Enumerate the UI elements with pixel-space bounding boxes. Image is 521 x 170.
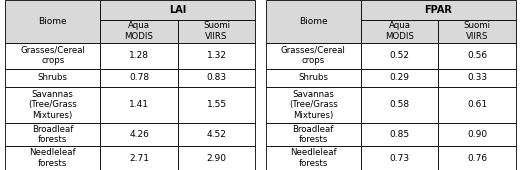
Text: 0.58: 0.58 [389,100,410,109]
Text: 0.33: 0.33 [467,73,487,82]
Text: 0.90: 0.90 [467,130,487,139]
Text: Suomi
VIIRS: Suomi VIIRS [203,21,230,41]
Bar [361,87,438,123]
Text: 1.32: 1.32 [206,51,227,60]
Bar [100,42,178,69]
Text: Savannas
(Tree/Grass
Mixtures): Savannas (Tree/Grass Mixtures) [28,90,77,120]
Text: Shrubs: Shrubs [298,73,328,82]
Bar [5,42,100,69]
Text: Aqua
MODIS: Aqua MODIS [385,21,414,41]
Bar [438,123,516,146]
Bar [5,146,100,170]
Text: 4.52: 4.52 [207,130,227,139]
Text: 0.76: 0.76 [467,154,487,163]
Text: 0.78: 0.78 [129,73,149,82]
Bar [100,87,178,123]
Text: Shrubs: Shrubs [38,73,68,82]
Text: FPAR: FPAR [424,5,452,15]
Bar [438,42,516,69]
Text: 4.26: 4.26 [129,130,149,139]
Bar [266,0,361,42]
Text: Biome: Biome [299,17,328,26]
Bar [5,69,100,87]
Bar [100,20,178,42]
Bar [438,146,516,170]
Bar [361,69,438,87]
Text: 0.56: 0.56 [467,51,487,60]
Bar [266,87,361,123]
Text: 0.73: 0.73 [389,154,410,163]
Text: 1.41: 1.41 [129,100,149,109]
Text: 0.61: 0.61 [467,100,487,109]
Bar [361,0,516,20]
Text: Broadleaf
forests: Broadleaf forests [292,125,334,144]
Bar [178,42,255,69]
Bar [361,146,438,170]
Text: 1.28: 1.28 [129,51,149,60]
Text: Grasses/Cereal
crops: Grasses/Cereal crops [20,46,85,65]
Bar [100,146,178,170]
Text: 2.71: 2.71 [129,154,149,163]
Bar [266,146,361,170]
Bar [100,123,178,146]
Text: 0.83: 0.83 [206,73,227,82]
Text: Grasses/Cereal
crops: Grasses/Cereal crops [281,46,345,65]
Text: 0.85: 0.85 [389,130,410,139]
Bar [178,87,255,123]
Text: Needleleaf
forests: Needleleaf forests [29,148,76,168]
Bar [266,42,361,69]
Bar [361,123,438,146]
Text: Broadleaf
forests: Broadleaf forests [32,125,73,144]
Text: 0.29: 0.29 [390,73,410,82]
Text: Needleleaf
forests: Needleleaf forests [290,148,337,168]
Text: Biome: Biome [39,17,67,26]
Text: 0.52: 0.52 [390,51,410,60]
Text: Suomi
VIIRS: Suomi VIIRS [464,21,491,41]
Text: 1.55: 1.55 [206,100,227,109]
Bar [178,69,255,87]
Bar [100,69,178,87]
Bar [178,20,255,42]
Bar [361,42,438,69]
Bar [5,0,100,42]
Bar [438,69,516,87]
Text: Aqua
MODIS: Aqua MODIS [125,21,154,41]
Bar [438,87,516,123]
Bar [266,123,361,146]
Bar [5,87,100,123]
Bar [5,123,100,146]
Bar [361,20,438,42]
Text: LAI: LAI [169,5,187,15]
Bar [178,123,255,146]
Bar [438,20,516,42]
Bar [100,0,255,20]
Text: Savannas
(Tree/Grass
Mixtures): Savannas (Tree/Grass Mixtures) [289,90,338,120]
Bar [266,69,361,87]
Bar [178,146,255,170]
Text: 2.90: 2.90 [206,154,227,163]
